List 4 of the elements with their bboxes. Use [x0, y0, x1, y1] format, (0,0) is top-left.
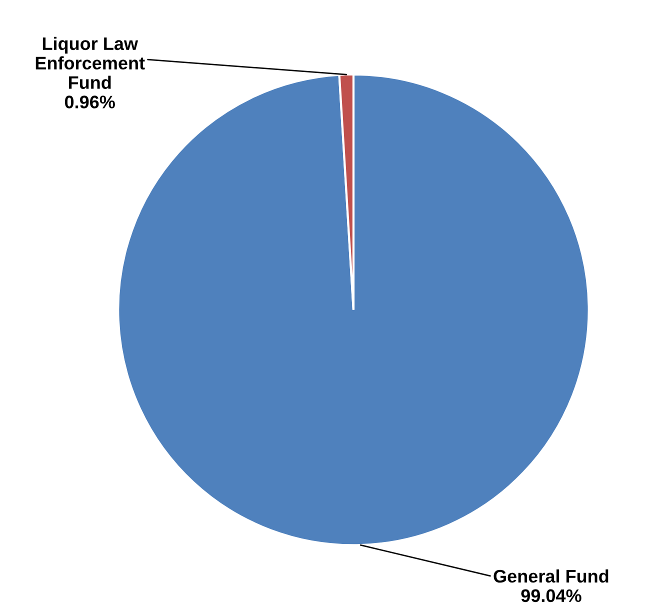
- slice-label: Liquor Law Enforcement Fund: [36, 36, 145, 89]
- data-label: 99.04%: [521, 589, 582, 602]
- data-label: 0.96%: [64, 96, 115, 108]
- slice-label: General Fund: [494, 569, 608, 583]
